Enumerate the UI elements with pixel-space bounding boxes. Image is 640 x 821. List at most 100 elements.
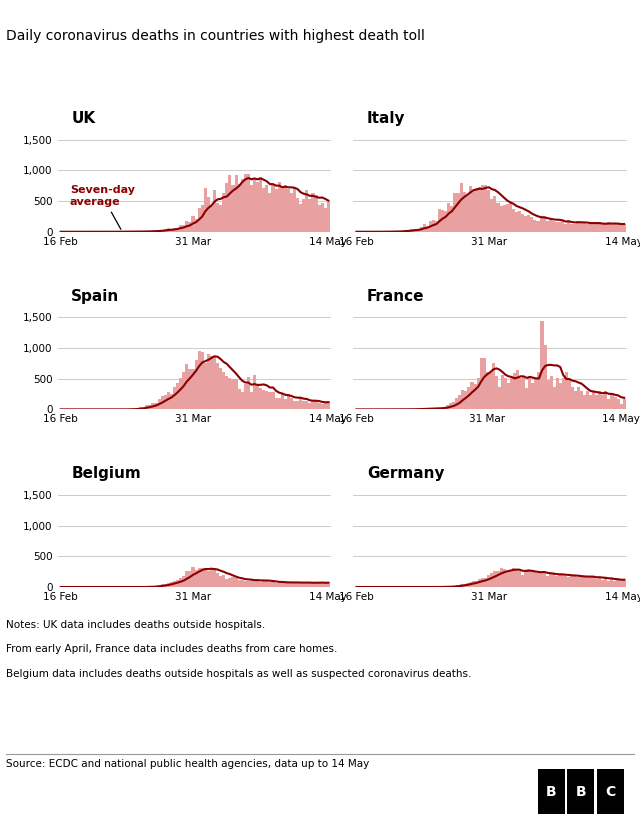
Bar <box>437 408 440 410</box>
Bar <box>284 185 287 232</box>
Bar <box>536 573 540 587</box>
Text: France: France <box>367 289 424 304</box>
Bar <box>259 581 262 587</box>
Bar <box>164 584 167 587</box>
Bar <box>461 390 465 410</box>
Bar <box>558 222 561 232</box>
Bar <box>299 398 302 410</box>
Bar <box>287 189 290 232</box>
Bar <box>620 225 623 232</box>
Bar <box>312 584 314 587</box>
Bar <box>247 378 250 410</box>
Bar <box>477 378 479 410</box>
Bar <box>281 582 284 587</box>
Bar <box>531 383 534 410</box>
Bar <box>186 364 188 410</box>
Bar <box>501 375 504 410</box>
Bar <box>586 224 589 232</box>
Bar <box>308 582 312 587</box>
Bar <box>275 189 278 232</box>
Bar <box>232 185 234 232</box>
Bar <box>317 204 321 232</box>
Bar <box>620 581 623 587</box>
Bar <box>170 394 173 410</box>
Bar <box>225 376 228 410</box>
Bar <box>152 231 154 232</box>
Bar <box>317 403 321 410</box>
Text: Belgium data includes deaths outside hospitals as well as suspected coronavirus : Belgium data includes deaths outside hos… <box>6 669 472 679</box>
Bar <box>204 569 207 587</box>
Bar <box>484 185 487 232</box>
Bar <box>555 222 558 232</box>
Bar <box>173 387 176 410</box>
Bar <box>253 179 256 232</box>
Bar <box>524 571 527 587</box>
Bar <box>290 193 293 232</box>
Bar <box>188 571 191 587</box>
Bar <box>219 368 222 410</box>
Bar <box>154 231 157 232</box>
Bar <box>518 211 521 232</box>
Bar <box>543 345 547 410</box>
Bar <box>268 392 271 410</box>
Bar <box>490 200 493 232</box>
Bar <box>213 570 216 587</box>
Bar <box>506 571 509 587</box>
Bar <box>327 582 330 587</box>
Bar <box>167 392 170 410</box>
Bar <box>460 183 463 232</box>
Bar <box>506 204 509 232</box>
Bar <box>198 567 201 587</box>
Bar <box>179 579 182 587</box>
Bar <box>465 392 467 410</box>
Bar <box>489 374 492 410</box>
Bar <box>271 392 275 410</box>
Bar <box>302 401 305 410</box>
Bar <box>228 378 232 410</box>
Bar <box>595 224 598 232</box>
Bar <box>296 401 299 410</box>
Bar <box>527 215 531 232</box>
Bar <box>589 395 592 410</box>
Bar <box>435 221 438 232</box>
Bar <box>527 570 531 587</box>
Bar <box>556 378 559 410</box>
Bar <box>553 387 556 410</box>
Bar <box>564 576 567 587</box>
Bar <box>425 408 428 410</box>
Bar <box>182 225 186 232</box>
Bar <box>613 224 616 232</box>
Bar <box>550 376 553 410</box>
Bar <box>413 229 417 232</box>
Bar <box>136 408 139 410</box>
Bar <box>559 383 562 410</box>
Bar <box>228 578 232 587</box>
Bar <box>253 374 256 410</box>
Bar <box>493 571 497 587</box>
Bar <box>611 224 613 232</box>
Bar <box>262 581 266 587</box>
Bar <box>499 206 502 232</box>
Bar <box>228 176 232 232</box>
Bar <box>167 583 170 587</box>
Bar <box>152 403 154 410</box>
Bar <box>468 186 472 232</box>
Bar <box>182 576 186 587</box>
Text: UK: UK <box>71 111 95 126</box>
Bar <box>314 582 317 587</box>
Bar <box>327 401 330 410</box>
Bar <box>565 372 568 410</box>
Bar <box>562 378 565 410</box>
Bar <box>191 216 195 232</box>
Bar <box>592 224 595 232</box>
Bar <box>463 192 466 232</box>
Bar <box>287 394 290 410</box>
Bar <box>577 387 580 410</box>
Bar <box>266 391 268 410</box>
Bar <box>186 571 188 587</box>
Bar <box>592 576 595 587</box>
Bar <box>207 197 210 232</box>
Bar <box>142 407 145 410</box>
Bar <box>256 181 259 232</box>
Bar <box>268 193 271 232</box>
